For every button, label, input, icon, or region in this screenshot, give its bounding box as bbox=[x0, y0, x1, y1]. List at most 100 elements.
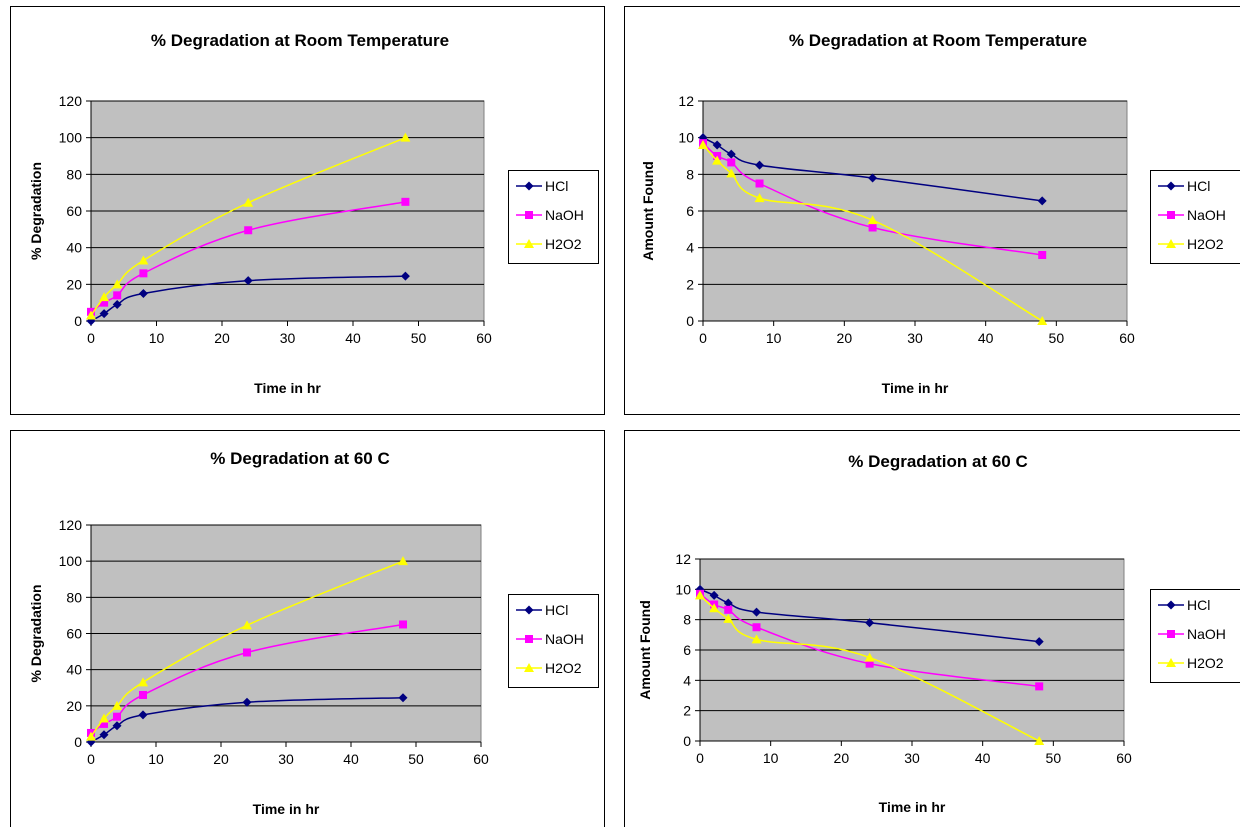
data-point-h2o2 bbox=[138, 255, 149, 265]
y-tick-label: 80 bbox=[66, 166, 82, 182]
x-tick-label: 10 bbox=[766, 330, 782, 346]
data-point-naoh bbox=[113, 291, 122, 300]
y-tick-label: 6 bbox=[686, 203, 694, 219]
series-hcl bbox=[698, 133, 1047, 206]
data-point-h2o2 bbox=[1037, 316, 1048, 325]
data-point-hcl bbox=[112, 721, 122, 731]
y-tick-label: 0 bbox=[683, 733, 691, 749]
legend-marker-h2o2 bbox=[524, 239, 534, 248]
data-point-hcl bbox=[709, 590, 719, 600]
legend-label-hcl: HCl bbox=[545, 602, 568, 618]
legend-label-hcl: HCl bbox=[545, 178, 568, 194]
legend-label-naoh: NaOH bbox=[1187, 207, 1226, 223]
data-point-hcl bbox=[865, 618, 875, 628]
x-tick-label: 50 bbox=[1046, 750, 1062, 766]
legend-label-naoh: NaOH bbox=[1187, 626, 1226, 642]
x-tick-label: 40 bbox=[345, 330, 361, 346]
x-tick-label: 0 bbox=[87, 330, 95, 346]
legend: HCl NaOH H2O2 bbox=[1150, 170, 1240, 264]
legend-marker-h2o2 bbox=[1166, 239, 1176, 248]
y-axis-title: % Degradation bbox=[28, 584, 44, 682]
x-axis-title: Time in hr bbox=[879, 799, 946, 815]
data-point-hcl bbox=[1034, 637, 1044, 647]
chart-title: % Degradation at Room Temperature bbox=[151, 31, 449, 50]
data-point-hcl bbox=[868, 173, 878, 183]
data-point-hcl bbox=[138, 289, 148, 298]
data-point-naoh bbox=[401, 197, 410, 206]
chart-svg: 0 20 40 60 80 100 120 0 10 20 30 40 50 60 % Degradatio… bbox=[10, 430, 605, 827]
data-point-h2o2 bbox=[723, 613, 734, 623]
data-point-h2o2 bbox=[712, 155, 723, 165]
data-point-naoh bbox=[399, 620, 407, 629]
y-tick-label: 120 bbox=[59, 517, 83, 533]
chart-title: % Degradation at 60 C bbox=[210, 449, 390, 468]
y-tick-label: 12 bbox=[675, 551, 691, 567]
chart-svg: 0 2 4 6 8 10 12 0 10 20 30 40 50 60 % Degradation at R… bbox=[624, 6, 1240, 415]
y-tick-label: 20 bbox=[66, 276, 82, 292]
x-tick-label: 20 bbox=[214, 330, 230, 346]
data-point-hcl bbox=[726, 149, 736, 159]
data-point-h2o2 bbox=[86, 731, 96, 741]
y-tick-label: 120 bbox=[59, 93, 83, 109]
legend-marker-naoh bbox=[525, 635, 533, 643]
legend-label-hcl: HCl bbox=[1187, 597, 1210, 613]
series-h2o2 bbox=[86, 132, 411, 320]
data-point-h2o2 bbox=[243, 197, 254, 207]
data-point-hcl bbox=[755, 160, 765, 170]
x-tick-label: 60 bbox=[1116, 750, 1132, 766]
data-point-naoh bbox=[100, 298, 109, 307]
y-tick-label: 12 bbox=[678, 93, 694, 109]
data-point-hcl bbox=[112, 300, 122, 309]
y-tick-label: 10 bbox=[675, 581, 691, 597]
data-point-naoh bbox=[139, 269, 148, 278]
data-point-h2o2 bbox=[867, 215, 878, 225]
data-point-h2o2 bbox=[99, 713, 109, 723]
y-tick-label: 6 bbox=[683, 642, 691, 658]
legend-marker-hcl bbox=[524, 181, 534, 191]
legend-marker-h2o2 bbox=[524, 663, 534, 672]
x-tick-label: 10 bbox=[149, 330, 165, 346]
legend-marker-hcl bbox=[524, 605, 534, 615]
legend: HCl NaOH H2O2 bbox=[1150, 589, 1240, 683]
y-tick-label: 2 bbox=[686, 276, 694, 292]
data-point-h2o2 bbox=[726, 168, 737, 178]
data-point-naoh bbox=[755, 179, 764, 188]
data-point-naoh bbox=[865, 659, 874, 668]
data-point-h2o2 bbox=[112, 279, 123, 289]
legend-marker-h2o2 bbox=[1166, 658, 1176, 667]
x-tick-label: 50 bbox=[411, 330, 427, 346]
series-h2o2 bbox=[698, 140, 1048, 325]
chart-title: % Degradation at Room Temperature bbox=[789, 31, 1087, 50]
data-point-naoh bbox=[244, 226, 253, 235]
x-tick-label: 60 bbox=[1119, 330, 1135, 346]
y-tick-label: 60 bbox=[66, 203, 82, 219]
data-point-h2o2 bbox=[864, 652, 875, 662]
legend-marker-hcl bbox=[1166, 600, 1176, 610]
x-tick-label: 20 bbox=[213, 751, 229, 767]
legend-label-naoh: NaOH bbox=[545, 631, 584, 647]
y-tick-label: 8 bbox=[686, 166, 694, 182]
legend-label-h2o2: H2O2 bbox=[1187, 655, 1224, 671]
data-point-hcl bbox=[99, 730, 109, 740]
data-point-hcl bbox=[712, 140, 722, 150]
legend-marker-naoh bbox=[525, 211, 533, 219]
y-tick-label: 40 bbox=[66, 662, 82, 678]
data-point-hcl bbox=[99, 309, 109, 319]
data-point-naoh bbox=[1038, 251, 1047, 259]
legend-label-h2o2: H2O2 bbox=[545, 236, 582, 252]
y-axis-title: % Degradation bbox=[28, 162, 44, 260]
y-tick-label: 60 bbox=[66, 626, 82, 642]
data-point-naoh bbox=[1035, 682, 1044, 691]
y-tick-label: 8 bbox=[683, 612, 691, 628]
chart-title: % Degradation at 60 C bbox=[848, 452, 1028, 471]
data-point-h2o2 bbox=[400, 132, 411, 142]
y-tick-label: 0 bbox=[74, 313, 82, 329]
x-tick-label: 50 bbox=[1049, 330, 1065, 346]
chart-amount-found-60c: 0 2 4 6 8 10 12 0 10 20 30 40 50 60 % Degradation at 6… bbox=[620, 424, 1240, 827]
legend: HCl NaOH H2O2 bbox=[508, 170, 599, 264]
legend-label-h2o2: H2O2 bbox=[545, 660, 582, 676]
data-point-hcl bbox=[138, 710, 148, 720]
x-tick-label: 0 bbox=[699, 330, 707, 346]
data-point-h2o2 bbox=[1034, 736, 1045, 745]
y-tick-label: 20 bbox=[66, 698, 82, 714]
